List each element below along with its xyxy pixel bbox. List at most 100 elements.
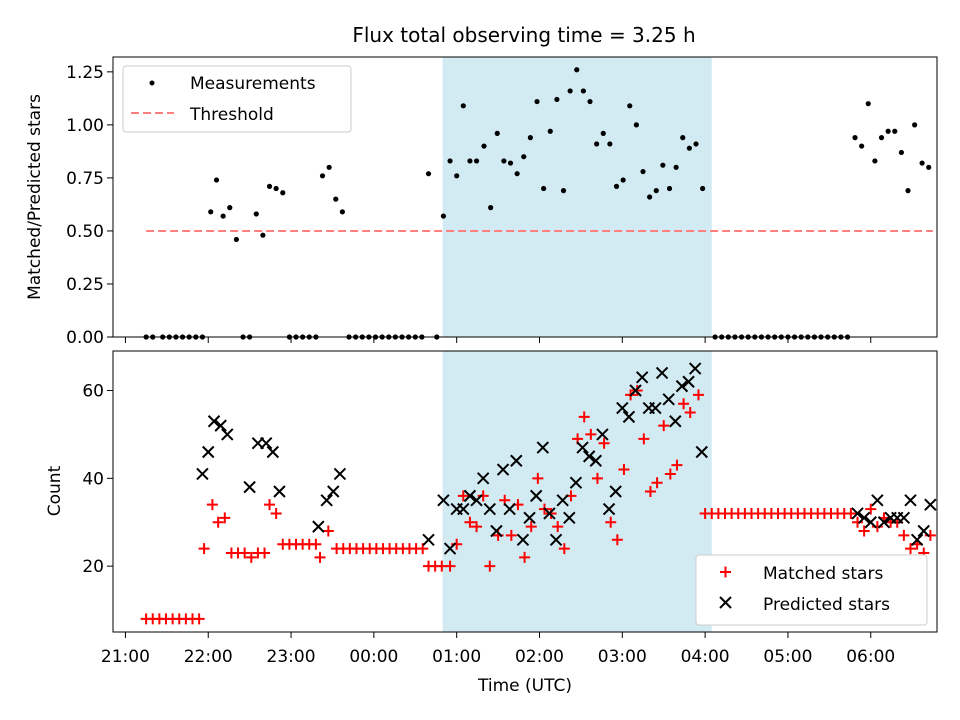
- predicted-star-point: [556, 494, 569, 507]
- predicted-star-point: [443, 542, 457, 555]
- bottom-xtick-label: 21:00: [101, 647, 150, 667]
- matched-star-point: [198, 543, 210, 555]
- matched-star-point: [212, 516, 224, 528]
- predicted-star-point: [871, 494, 884, 507]
- bottom-ytick-label: 60: [82, 382, 104, 402]
- measurement-point: [273, 185, 279, 192]
- matched-star-point: [505, 529, 517, 541]
- bottom-xtick-label: 22:00: [184, 647, 233, 667]
- predicted-star-point: [470, 494, 483, 507]
- matched-star-point: [598, 437, 610, 449]
- predicted-star-point: [917, 524, 930, 538]
- predicted-star-point: [259, 436, 273, 450]
- measurement-point: [567, 88, 573, 94]
- predicted-star-point: [622, 410, 636, 424]
- predicted-star-point: [851, 507, 864, 520]
- bottom-x-axis-label: Time (UTC): [477, 676, 572, 696]
- predicted-star-point: [582, 450, 596, 463]
- predicted-star-point: [476, 472, 490, 485]
- matched-star-point: [245, 551, 257, 563]
- measurement-point: [560, 188, 567, 194]
- measurement-point: [440, 213, 447, 219]
- predicted-star-point: [897, 511, 911, 525]
- matched-star-point: [264, 499, 276, 511]
- top-ytick-label: 0.25: [66, 275, 104, 295]
- measurement-point: [473, 158, 480, 164]
- bottom-xtick-label: 02:00: [515, 647, 564, 667]
- legend-predicted-label: Predicted stars: [763, 595, 890, 615]
- bottom-xtick-label: 03:00: [598, 647, 647, 667]
- measurement-point: [460, 103, 466, 109]
- measurement-point: [647, 194, 653, 200]
- predicted-star-point: [503, 502, 516, 516]
- predicted-star-point: [563, 511, 576, 525]
- predicted-star-point: [273, 485, 286, 498]
- measurement-point: [627, 103, 633, 109]
- measurement-point: [700, 185, 706, 192]
- measurement-point: [213, 177, 220, 183]
- predicted-star-point: [904, 494, 917, 507]
- matched-star-point: [193, 613, 205, 625]
- matched-star-point: [519, 551, 531, 563]
- predicted-star-point: [523, 511, 536, 525]
- top-panel: 0.00 0.25 0.50 0.75 1.00 1.25 Matched/Predict…: [25, 56, 938, 348]
- legend-threshold-label: Threshold: [189, 105, 274, 125]
- predicted-star-point: [857, 511, 871, 525]
- legend-measurements-label: Measurements: [190, 74, 316, 94]
- measurement-point: [527, 135, 533, 141]
- predicted-star-point: [483, 502, 497, 516]
- matched-star-point: [865, 503, 877, 515]
- matched-star-point: [477, 490, 489, 502]
- predicted-star-point: [202, 445, 215, 459]
- measurement-point: [253, 211, 259, 217]
- predicted-star-point: [877, 516, 891, 529]
- predicted-star-point: [243, 480, 256, 494]
- matched-star-point: [219, 512, 231, 524]
- measurement-point: [454, 173, 460, 179]
- top-plot-area: [143, 67, 933, 340]
- measurement-point: [494, 130, 500, 136]
- predicted-star-point: [196, 467, 209, 481]
- matched-star-point: [545, 507, 557, 519]
- measurement-point: [852, 135, 858, 141]
- measurement-point: [653, 188, 659, 194]
- predicted-star-point: [688, 362, 702, 375]
- measurement-point: [326, 164, 332, 170]
- matched-star-point: [664, 468, 676, 480]
- bottom-ytick-label: 20: [82, 557, 104, 577]
- matched-star-point: [905, 543, 916, 555]
- measurement-point: [260, 232, 266, 238]
- bottom-xtick-label: 23:00: [267, 647, 316, 667]
- predicted-star-point: [662, 393, 675, 406]
- measurement-point: [633, 122, 639, 128]
- measurement-point: [666, 185, 673, 192]
- top-ytick-label: 0.75: [66, 169, 104, 189]
- matched-star-point: [457, 490, 469, 502]
- predicted-star-point: [589, 454, 603, 467]
- measurement-point: [912, 122, 918, 128]
- matched-star-point: [322, 525, 334, 537]
- matched-star-point: [314, 551, 326, 563]
- predicted-star-point: [333, 467, 347, 481]
- matched-star-point: [552, 521, 564, 533]
- matched-star-point: [924, 529, 936, 541]
- top-legend: Measurements Threshold: [122, 65, 352, 133]
- measurement-point: [885, 128, 891, 134]
- top-ytick-label: 0.00: [66, 328, 104, 348]
- measurement-point: [481, 143, 487, 149]
- measurement-point: [220, 213, 226, 219]
- predicted-star-point: [490, 524, 503, 538]
- predicted-star-point: [422, 533, 435, 547]
- bottom-xtick-label: 01:00: [432, 647, 481, 667]
- matched-star-point: [858, 525, 870, 537]
- matched-star-point: [671, 459, 683, 471]
- measurement-point: [227, 205, 233, 211]
- predicted-star-point: [602, 502, 616, 516]
- measurement-point: [280, 190, 286, 196]
- bottom-ytick-label: 40: [82, 469, 104, 489]
- measurement-point: [447, 158, 453, 164]
- predicted-star-point: [616, 401, 629, 415]
- matched-star-point: [638, 433, 650, 445]
- measurement-point: [534, 98, 540, 105]
- measurement-point: [640, 168, 646, 175]
